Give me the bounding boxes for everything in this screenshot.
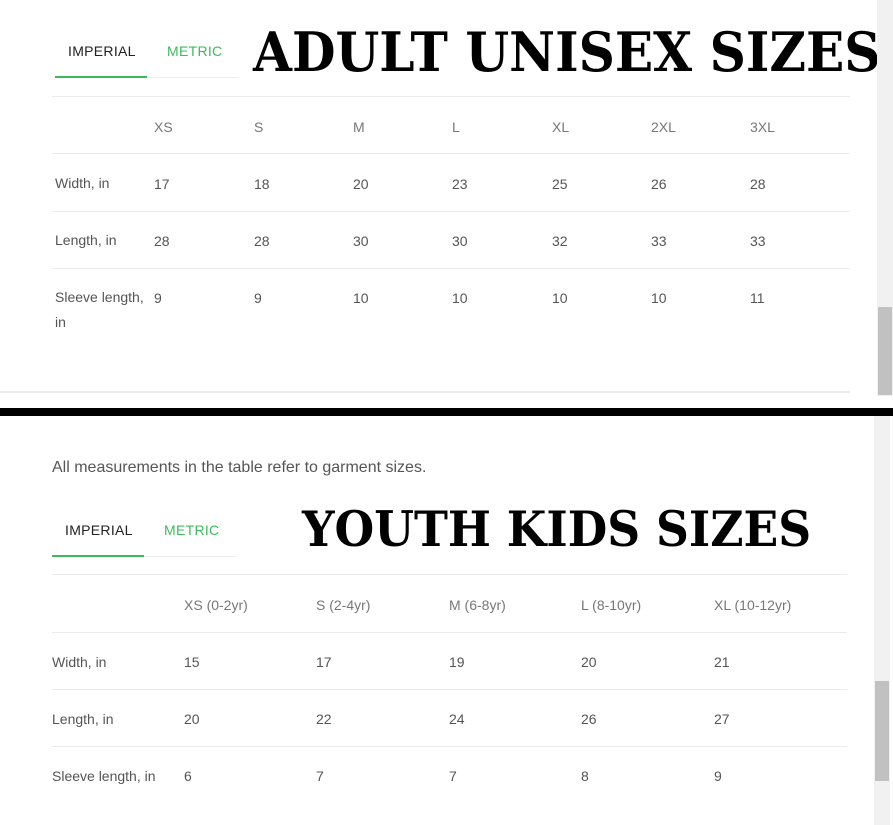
table-cell: 9	[154, 290, 162, 306]
table-cell: 7	[449, 768, 457, 784]
column-header: M (6-8yr)	[449, 597, 506, 613]
row-label: Length, in	[52, 711, 114, 727]
table-cell: 9	[714, 768, 722, 784]
table-cell: 8	[581, 768, 589, 784]
table-cell: 28	[254, 233, 270, 249]
table-cell: 7	[316, 768, 324, 784]
table-cell: 24	[449, 711, 465, 727]
column-header: XL	[552, 119, 570, 135]
table-cell: 10	[452, 290, 468, 306]
table-cell: 25	[552, 176, 568, 192]
column-header: L (8-10yr)	[581, 597, 642, 613]
scrollbar-thumb[interactable]	[875, 681, 889, 781]
tab-active-indicator	[55, 76, 147, 78]
table-cell: 17	[154, 176, 170, 192]
table-cell: 28	[750, 176, 766, 192]
column-header: XL (10-12yr)	[714, 597, 792, 613]
tab-active-indicator	[52, 555, 144, 557]
table-cell: 20	[581, 654, 597, 670]
column-header: 2XL	[651, 119, 676, 135]
youth-title: YOUTH KIDS SIZES	[302, 500, 812, 558]
adult-title: ADULT UNISEX SIZES	[253, 20, 881, 84]
table-cell: 15	[184, 654, 200, 670]
row-label: Length, in	[55, 232, 117, 248]
table-cell: 33	[750, 233, 766, 249]
scrollbar-thumb[interactable]	[878, 307, 892, 395]
row-label: Width, in	[52, 654, 107, 670]
table-cell: 19	[449, 654, 465, 670]
column-header: XS (0-2yr)	[184, 597, 248, 613]
table-cell: 20	[184, 711, 200, 727]
table-cell: 30	[353, 233, 369, 249]
table-cell: 28	[154, 233, 170, 249]
table-cell: 26	[651, 176, 667, 192]
table-cell: 18	[254, 176, 270, 192]
table-cell: 30	[452, 233, 468, 249]
table-cell: 23	[452, 176, 468, 192]
measurement-note: All measurements in the table refer to g…	[52, 459, 427, 476]
row-label: Sleeve length, in	[55, 289, 144, 330]
column-header: S (2-4yr)	[316, 597, 371, 613]
table-cell: 11	[750, 290, 765, 306]
tab-imperial[interactable]: IMPERIAL	[65, 522, 133, 538]
table-cell: 17	[316, 654, 332, 670]
tab-imperial[interactable]: IMPERIAL	[68, 43, 136, 59]
column-header: M	[353, 119, 365, 135]
row-label: Width, in	[55, 175, 110, 191]
table-cell: 32	[552, 233, 568, 249]
table-cell: 20	[353, 176, 369, 192]
tab-track	[52, 556, 236, 557]
table-cell: 27	[714, 711, 730, 727]
table-cell: 10	[552, 290, 568, 306]
tab-metric[interactable]: METRIC	[167, 43, 223, 59]
divider	[0, 408, 893, 416]
table-cell: 33	[651, 233, 667, 249]
column-header: 3XL	[750, 119, 775, 135]
column-header: XS	[154, 119, 173, 135]
table-cell: 21	[714, 654, 730, 670]
column-header: L	[452, 119, 460, 135]
table-cell: 26	[581, 711, 597, 727]
tab-metric[interactable]: METRIC	[164, 522, 220, 538]
table-cell: 22	[316, 711, 332, 727]
table-cell: 10	[651, 290, 667, 306]
table-cell: 9	[254, 290, 262, 306]
column-header: S	[254, 119, 264, 135]
row-label: Sleeve length, in	[52, 768, 156, 784]
scrollbar[interactable]	[877, 0, 893, 396]
table-cell: 10	[353, 290, 369, 306]
table-cell: 6	[184, 768, 192, 784]
